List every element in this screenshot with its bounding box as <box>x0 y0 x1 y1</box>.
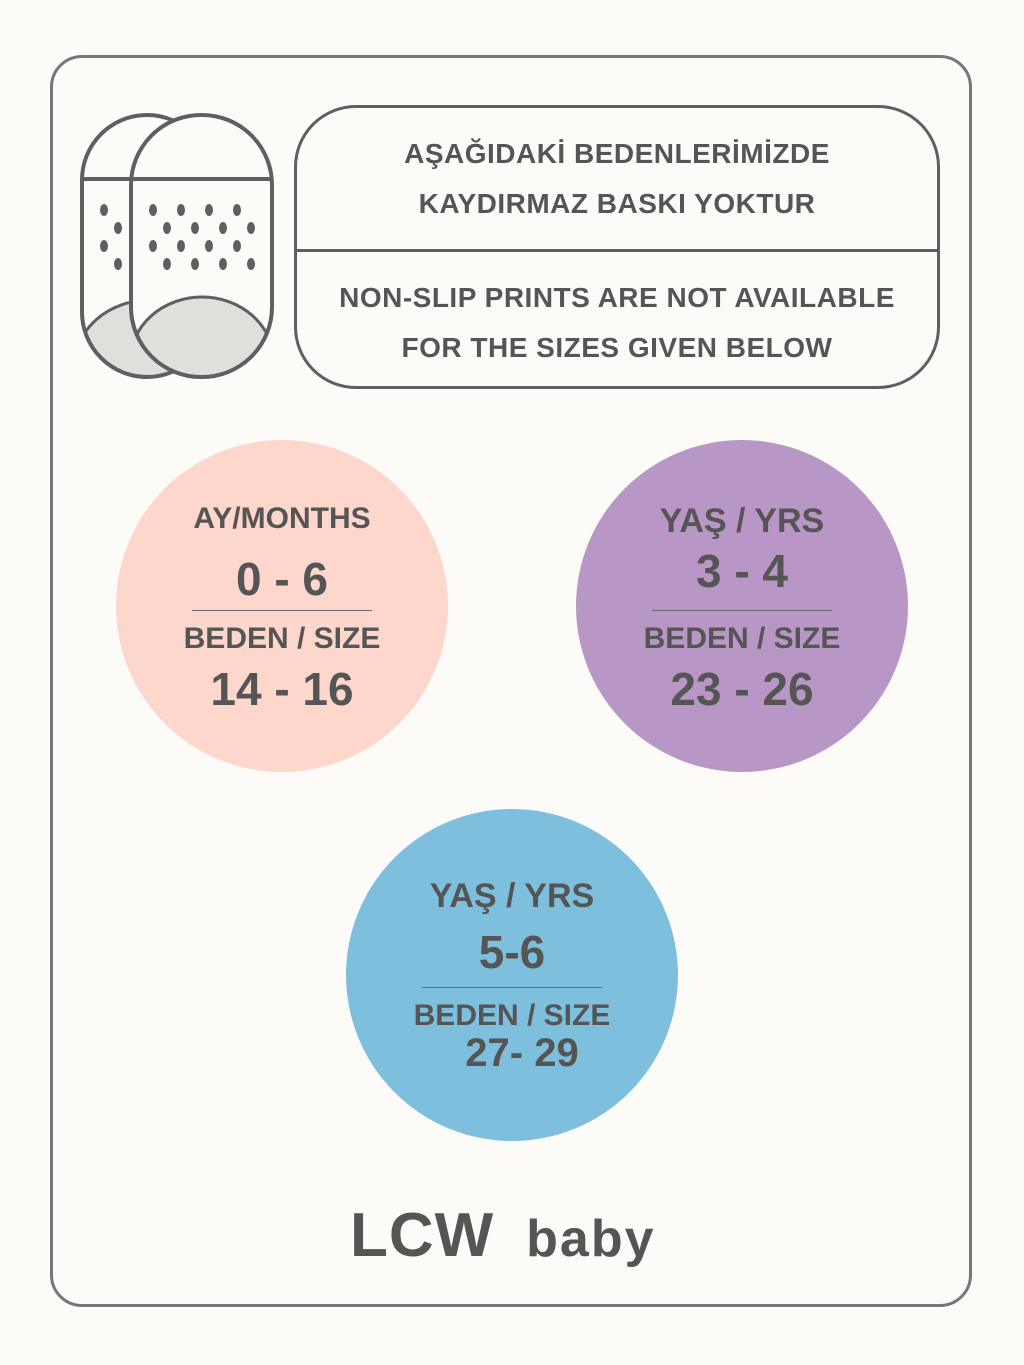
age-label: YAŞ / YRS <box>659 502 825 540</box>
size-range: 27- 29 <box>465 1031 579 1075</box>
size-label: BEDEN / SIZE <box>643 622 841 655</box>
card-frame <box>50 55 972 1307</box>
notice-turkish: AŞAĞIDAKİ BEDENLERİMİZDE KAYDIRMAZ BASKI… <box>297 108 937 249</box>
notice-english-line: FOR THE SIZES GIVEN BELOW <box>401 331 833 363</box>
divider <box>652 610 832 611</box>
non-slip-socks-icon <box>80 113 274 379</box>
non-slip-notice: AŞAĞIDAKİ BEDENLERİMİZDE KAYDIRMAZ BASKI… <box>294 105 940 389</box>
size-label: BEDEN / SIZE <box>413 999 611 1032</box>
size-range: 23 - 26 <box>670 663 814 715</box>
age-range: 0 - 6 <box>235 553 329 605</box>
notice-turkish-line: KAYDIRMAZ BASKI YOKTUR <box>418 187 816 219</box>
brand-line: baby <box>526 1210 656 1268</box>
size-circle-5-6-years: YAŞ / YRS 5-6 BEDEN / SIZE 27- 29 <box>346 809 678 1141</box>
size-circle-3-4-years: YAŞ / YRS 3 - 4 BEDEN / SIZE 23 - 26 <box>576 440 908 772</box>
notice-turkish-line: AŞAĞIDAKİ BEDENLERİMİZDE <box>404 137 830 169</box>
brand-name: LCW <box>350 1201 495 1270</box>
age-label: AY/MONTHS <box>193 502 371 535</box>
notice-english: NON-SLIP PRINTS ARE NOT AVAILABLE FOR TH… <box>297 252 937 386</box>
divider <box>422 987 602 988</box>
size-label: BEDEN / SIZE <box>183 622 381 655</box>
age-label: YAŞ / YRS <box>429 877 595 915</box>
notice-english-line: NON-SLIP PRINTS ARE NOT AVAILABLE <box>339 281 895 313</box>
size-circle-0-6-months: AY/MONTHS 0 - 6 BEDEN / SIZE 14 - 16 <box>116 440 448 772</box>
age-range: 3 - 4 <box>695 545 789 597</box>
divider <box>192 610 372 611</box>
brand-logo: LCW baby <box>350 1200 656 1271</box>
age-range: 5-6 <box>478 926 546 978</box>
notice-divider <box>297 249 937 252</box>
size-range: 14 - 16 <box>210 663 354 715</box>
